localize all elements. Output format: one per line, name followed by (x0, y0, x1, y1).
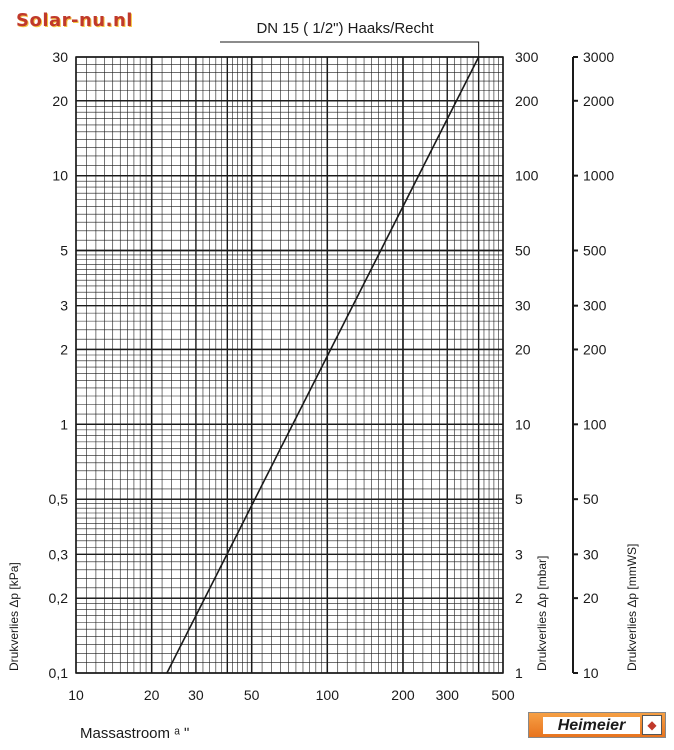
brand-logo: Heimeier ◆ (528, 712, 666, 738)
y-tick-label-mbar: 2 (515, 590, 523, 606)
x-tick-label: 300 (436, 687, 460, 703)
y-tick-label-mbar: 10 (515, 416, 531, 432)
chart-title: DN 15 ( 1/2") Haaks/Recht (256, 20, 434, 37)
y-tick-label-mbar: 300 (515, 49, 539, 65)
plot-frame (75, 56, 504, 674)
y-tick-label-mmws: 20 (583, 590, 599, 606)
watermark-text: Solar-nu.nl (16, 10, 133, 31)
x-tick-label: 100 (316, 687, 340, 703)
y-tick-label-kpa: 0,2 (49, 590, 69, 606)
y-tick-label-kpa: 20 (52, 93, 68, 109)
y-tick-label-kpa: 10 (52, 168, 68, 184)
y-tick-label-kpa: 3 (60, 298, 68, 314)
y-axis-label-mmws: Drukverlies Δp [mmWS] (625, 544, 639, 671)
y-tick-label-mmws: 300 (583, 298, 607, 314)
y-tick-label-mbar: 3 (515, 546, 523, 562)
y-tick-label-kpa: 2 (60, 341, 68, 357)
y-tick-label-kpa: 0,5 (49, 491, 69, 507)
x-tick-label: 20 (144, 687, 160, 703)
y-tick-label-mmws: 10 (583, 665, 599, 681)
y-axis-label-mbar: Drukverlies Δp [mbar] (535, 556, 549, 671)
y-tick-label-kpa: 1 (60, 416, 68, 432)
y-tick-label-mbar: 100 (515, 168, 539, 184)
brand-name: Heimeier (543, 716, 640, 734)
y-tick-label-mmws: 200 (583, 341, 607, 357)
series-line (166, 56, 480, 674)
x-axis-label: Massastroom ᵃ ʺ (80, 725, 189, 742)
y-tick-label-mmws: 1000 (583, 168, 614, 184)
title-bracket (220, 41, 480, 57)
y-tick-label-mbar: 20 (515, 341, 531, 357)
y-tick-label-mmws: 50 (583, 491, 599, 507)
heimeier-emblem-icon: ◆ (642, 715, 662, 735)
y-tick-label-mmws: 3000 (583, 49, 614, 65)
y-tick-label-mmws: 500 (583, 243, 607, 259)
x-tick-label: 50 (244, 687, 260, 703)
y-tick-label-mbar: 5 (515, 491, 523, 507)
y-tick-label-mmws: 100 (583, 416, 607, 432)
y-tick-label-kpa: 5 (60, 243, 68, 259)
y-tick-label-mbar: 200 (515, 93, 539, 109)
x-tick-label: 30 (188, 687, 204, 703)
y-tick-label-mmws: 2000 (583, 93, 614, 109)
x-tick-label: 10 (68, 687, 84, 703)
y-tick-label-mbar: 30 (515, 298, 531, 314)
y-tick-label-mbar: 50 (515, 243, 531, 259)
y-tick-label-mmws: 30 (583, 546, 599, 562)
x-tick-label: 500 (491, 687, 515, 703)
y-tick-label-kpa: 0,3 (49, 546, 69, 562)
y-tick-label-kpa: 30 (52, 49, 68, 65)
x-tick-label: 200 (391, 687, 415, 703)
y-tick-label-mbar: 1 (515, 665, 523, 681)
watermark-logo: Solar-nu.nl (12, 6, 162, 36)
y-tick-label-kpa: 0,1 (49, 665, 69, 681)
y-axis-label-kpa: Drukverlies Δp [kPa] (7, 562, 21, 671)
